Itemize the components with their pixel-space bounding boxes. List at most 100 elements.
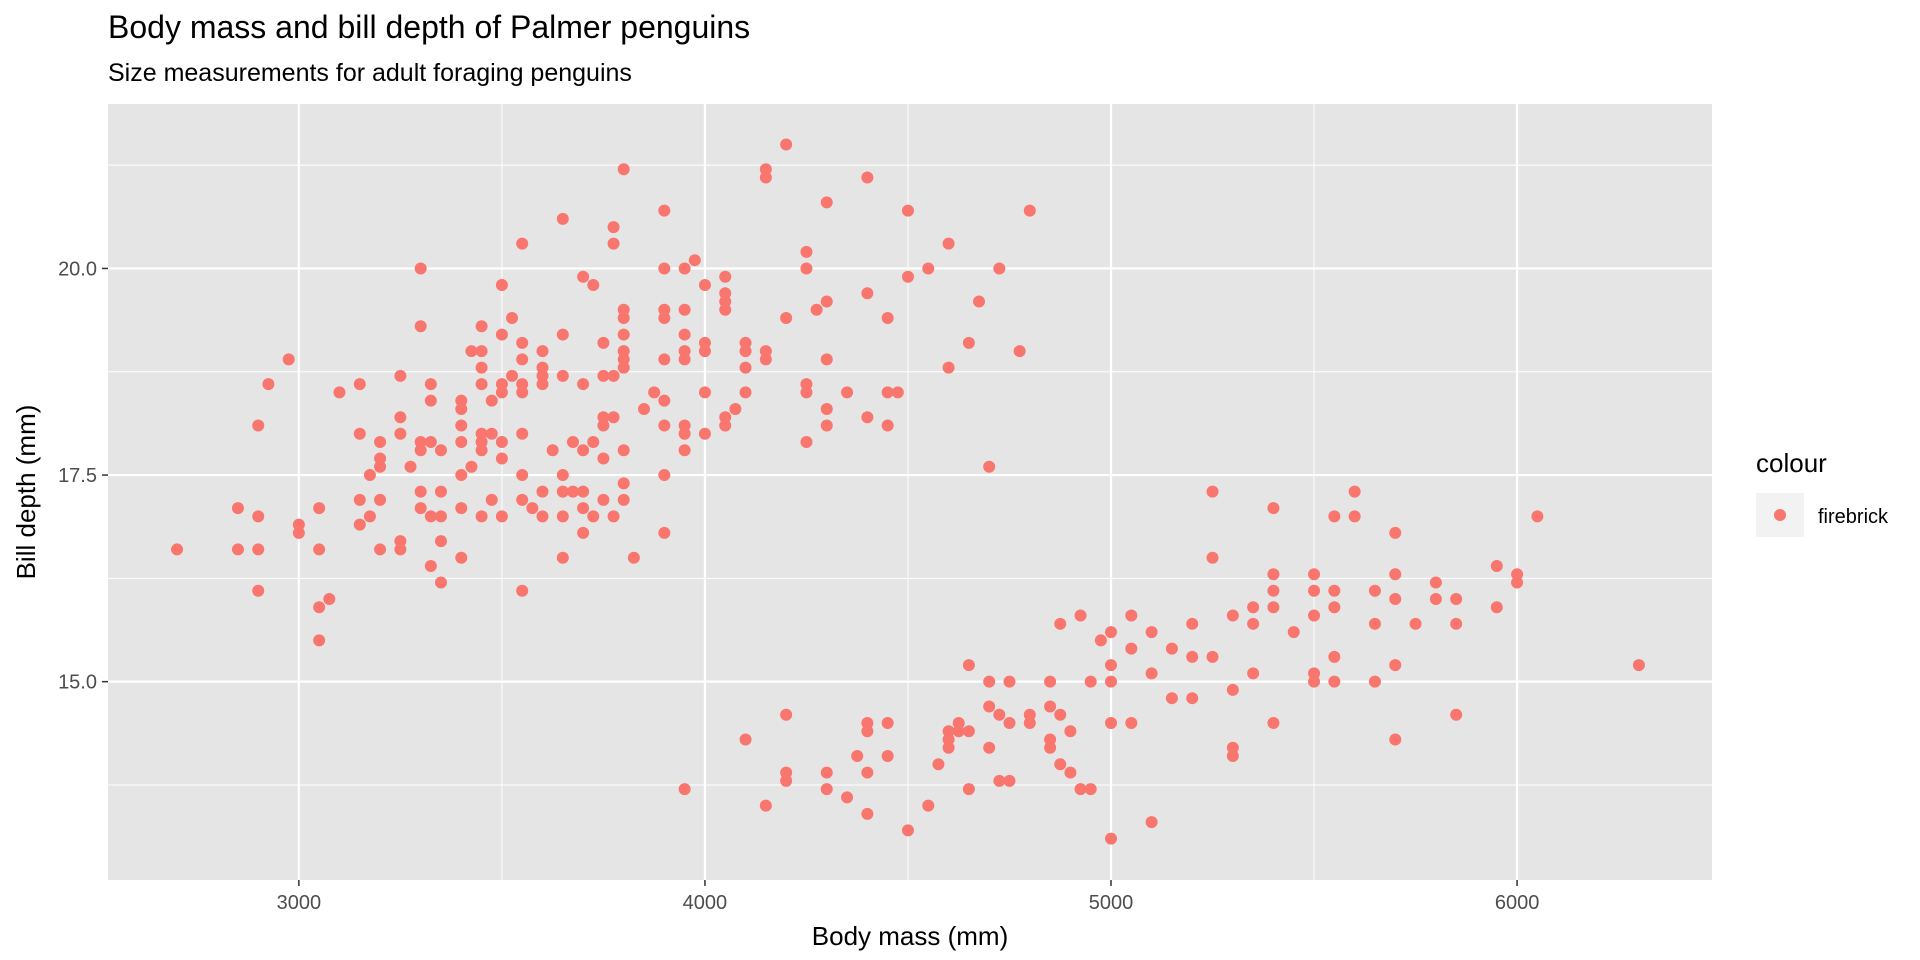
data-point: [1145, 667, 1158, 680]
data-point: [658, 262, 671, 275]
data-point: [658, 394, 671, 407]
data-point: [1226, 683, 1239, 696]
data-point: [1186, 692, 1199, 705]
data-point: [475, 444, 488, 457]
data-point: [1368, 675, 1381, 688]
data-point: [780, 138, 793, 151]
data-point: [1348, 510, 1361, 523]
data-point: [506, 312, 519, 325]
data-point: [434, 510, 447, 523]
data-point: [1389, 733, 1402, 746]
data-point: [1013, 345, 1026, 358]
data-point: [820, 402, 833, 415]
data-point: [353, 427, 366, 440]
data-point: [577, 444, 590, 457]
data-point: [678, 783, 691, 796]
data-point: [648, 386, 661, 399]
data-point: [556, 328, 569, 341]
data-point: [759, 163, 772, 176]
data-point: [1003, 716, 1016, 729]
data-point: [983, 700, 996, 713]
data-point: [262, 378, 275, 391]
data-point: [617, 361, 630, 374]
data-point: [820, 419, 833, 432]
data-point: [1328, 584, 1341, 597]
legend-title: colour: [1756, 448, 1827, 478]
data-point: [374, 460, 387, 473]
data-point: [424, 378, 437, 391]
data-point: [1145, 626, 1158, 639]
data-point: [881, 750, 894, 763]
data-point: [353, 518, 366, 531]
data-point: [1186, 617, 1199, 630]
chart-subtitle: Size measurements for adult foraging pen…: [108, 59, 632, 87]
data-point: [658, 312, 671, 325]
data-point: [617, 353, 630, 366]
data-point: [1044, 741, 1057, 754]
data-point: [1105, 626, 1118, 639]
data-point: [841, 386, 854, 399]
data-point: [353, 378, 366, 391]
y-tick-label: 15.0: [58, 672, 97, 694]
data-point: [394, 535, 407, 548]
data-point: [1064, 725, 1077, 738]
data-point: [1348, 485, 1361, 498]
data-point: [414, 320, 427, 333]
data-point: [1084, 783, 1097, 796]
data-point: [739, 386, 752, 399]
data-point: [374, 436, 387, 449]
data-point: [617, 163, 630, 176]
data-point: [1044, 675, 1057, 688]
data-point: [231, 543, 244, 556]
data-point: [891, 386, 904, 399]
data-point: [932, 758, 945, 771]
data-point: [1328, 510, 1341, 523]
data-point: [678, 353, 691, 366]
data-points: [171, 138, 1645, 845]
y-axis-title: Bill depth (mm): [11, 405, 41, 580]
data-point: [698, 427, 711, 440]
data-point: [719, 411, 732, 424]
data-point: [658, 353, 671, 366]
data-point: [658, 526, 671, 539]
data-point: [1023, 204, 1036, 217]
data-point: [495, 378, 508, 391]
data-point: [993, 708, 1006, 721]
data-point: [495, 510, 508, 523]
data-point: [841, 791, 854, 804]
data-point: [516, 427, 529, 440]
data-point: [1206, 485, 1219, 498]
data-point: [587, 436, 600, 449]
data-point: [1247, 667, 1260, 680]
data-point: [475, 510, 488, 523]
data-point: [485, 493, 498, 506]
data-point: [516, 378, 529, 391]
data-point: [780, 312, 793, 325]
data-point: [485, 427, 498, 440]
data-point: [404, 460, 417, 473]
data-point: [678, 262, 691, 275]
data-point: [861, 807, 874, 820]
data-point: [495, 386, 508, 399]
data-point: [1023, 708, 1036, 721]
data-point: [678, 345, 691, 358]
data-point: [536, 369, 549, 382]
data-point: [1450, 617, 1463, 630]
data-point: [942, 741, 955, 754]
data-point: [993, 774, 1006, 787]
data-point: [861, 766, 874, 779]
data-point: [536, 361, 549, 374]
data-point: [394, 369, 407, 382]
data-point: [993, 262, 1006, 275]
data-point: [698, 336, 711, 349]
data-point: [1054, 708, 1067, 721]
data-point: [678, 328, 691, 341]
data-point: [495, 436, 508, 449]
data-point: [617, 444, 630, 457]
data-point: [1409, 617, 1422, 630]
data-point: [1308, 675, 1321, 688]
data-point: [1105, 659, 1118, 672]
data-point: [414, 262, 427, 275]
data-point: [566, 436, 579, 449]
data-point: [455, 551, 468, 564]
